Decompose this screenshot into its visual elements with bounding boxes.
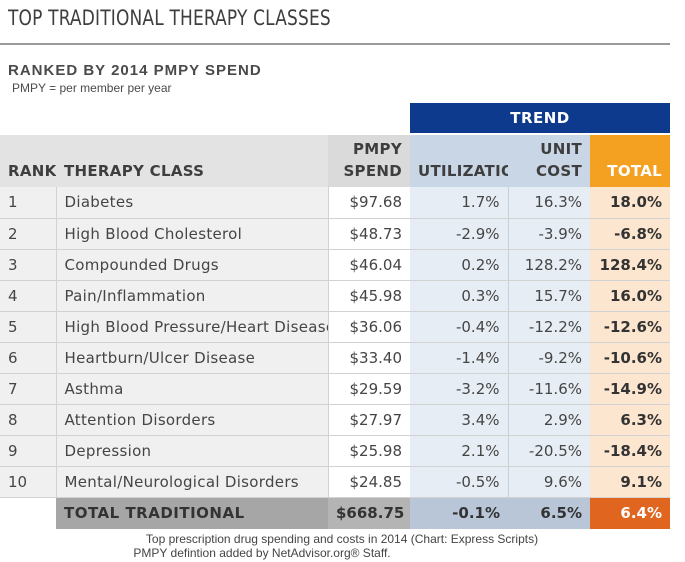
definition-credit: PMPY defintion added by NetAdvisor.org® … (133, 546, 391, 560)
spend-cell: $24.85 (328, 466, 410, 498)
therapy-class-cell: Attention Disorders (56, 404, 329, 436)
trend-label: TREND (510, 109, 570, 127)
unit-cost-cell: -9.2% (508, 342, 590, 374)
therapy-class-cell: Heartburn/Ulcer Disease (56, 342, 329, 374)
table-row: 4 Pain/Inflammation $45.98 0.3% 15.7% 16… (0, 280, 670, 312)
unit-cost-cell: -20.5% (508, 435, 590, 467)
utilization-cell: 0.3% (410, 280, 509, 312)
total-cell: -18.4% (590, 435, 670, 467)
utilization-cell: 2.1% (410, 435, 509, 467)
unit-cost-cell: 128.2% (508, 249, 590, 281)
unit-cost-cell: 15.7% (508, 280, 590, 312)
table-row: 1 Diabetes $97.68 1.7% 16.3% 18.0% (0, 187, 670, 219)
table-row: 10 Mental/Neurological Disorders $24.85 … (0, 466, 670, 498)
total-cell: -12.6% (590, 311, 670, 343)
total-unit-cost-cell: 6.5% (508, 497, 590, 529)
spend-cell: $27.97 (328, 404, 410, 436)
total-spend-cell: $668.75 (328, 497, 410, 529)
source-caption: Top prescription drug spending and costs… (145, 532, 539, 546)
rank-cell: 4 (0, 280, 57, 312)
utilization-cell: 0.2% (410, 249, 509, 281)
total-cell: 16.0% (590, 280, 670, 312)
table-subtitle: RANKED BY 2014 PMPY SPEND (8, 62, 262, 79)
spend-cell: $97.68 (328, 187, 410, 219)
therapy-class-cell: High Blood Pressure/Heart Disease (56, 311, 329, 343)
total-traditional-row: TOTAL TRADITIONAL $668.75 -0.1% 6.5% 6.4… (0, 497, 670, 529)
header-row: RANK THERAPY CLASS PMPY SPEND UTILIZATION… (0, 135, 670, 187)
utilization-cell: -3.2% (410, 373, 509, 405)
unit-cost-cell: -3.9% (508, 218, 590, 250)
rank-cell: 7 (0, 373, 57, 405)
table-row: 6 Heartburn/Ulcer Disease $33.40 -1.4% -… (0, 342, 670, 374)
table-row: 2 High Blood Cholesterol $48.73 -2.9% -3… (0, 218, 670, 250)
rank-cell: 1 (0, 187, 57, 219)
rank-cell: 6 (0, 342, 57, 374)
utilization-cell: -2.9% (410, 218, 509, 250)
spend-cell: $33.40 (328, 342, 410, 374)
therapy-class-cell: Compounded Drugs (56, 249, 329, 281)
title-divider (0, 43, 670, 45)
utilization-cell: -1.4% (410, 342, 509, 374)
rank-cell: 2 (0, 218, 57, 250)
rank-cell: 3 (0, 249, 57, 281)
column-header-pmpy-spend: PMPY SPEND (328, 135, 410, 187)
grand-total-cell: 6.4% (590, 497, 670, 529)
therapy-class-cell: Diabetes (56, 187, 329, 219)
column-header-unit-cost: UNIT COST (508, 135, 590, 187)
total-cell: 18.0% (590, 187, 670, 219)
spend-header-line2: SPEND (343, 162, 402, 180)
total-cell: 6.3% (590, 404, 670, 436)
unit-cost-header-line2: COST (536, 162, 582, 180)
table-row: 5 High Blood Pressure/Heart Disease $36.… (0, 311, 670, 343)
table-body: 1 Diabetes $97.68 1.7% 16.3% 18.0% 2 Hig… (0, 187, 670, 529)
therapy-class-cell: High Blood Cholesterol (56, 218, 329, 250)
total-row-label: TOTAL TRADITIONAL (56, 497, 328, 529)
unit-cost-cell: -11.6% (508, 373, 590, 405)
pmpy-note: PMPY = per member per year (12, 81, 172, 95)
unit-cost-cell: 9.6% (508, 466, 590, 498)
unit-cost-cell: 2.9% (508, 404, 590, 436)
rank-cell: 8 (0, 404, 57, 436)
table-row: 9 Depression $25.98 2.1% -20.5% -18.4% (0, 435, 670, 467)
therapy-class-cell: Asthma (56, 373, 329, 405)
total-cell: 9.1% (590, 466, 670, 498)
total-utilization-cell: -0.1% (410, 497, 508, 529)
therapy-class-cell: Pain/Inflammation (56, 280, 329, 312)
unit-cost-header-line1: UNIT (540, 140, 582, 158)
column-header-rank: RANK (0, 135, 56, 187)
spend-cell: $36.06 (328, 311, 410, 343)
rank-cell: 5 (0, 311, 57, 343)
table-row: 7 Asthma $29.59 -3.2% -11.6% -14.9% (0, 373, 670, 405)
therapy-class-cell: Mental/Neurological Disorders (56, 466, 329, 498)
spend-header-line1: PMPY (353, 140, 402, 158)
total-row-spacer (0, 497, 56, 529)
table-row: 3 Compounded Drugs $46.04 0.2% 128.2% 12… (0, 249, 670, 281)
column-header-total: TOTAL (590, 135, 670, 187)
spend-cell: $46.04 (328, 249, 410, 281)
utilization-cell: -0.5% (410, 466, 509, 498)
total-cell: -6.8% (590, 218, 670, 250)
table-row: 8 Attention Disorders $27.97 3.4% 2.9% 6… (0, 404, 670, 436)
spend-cell: $45.98 (328, 280, 410, 312)
page-title: TOP TRADITIONAL THERAPY CLASSES (8, 6, 331, 30)
therapy-table: RANK THERAPY CLASS PMPY SPEND UTILIZATION… (0, 135, 670, 529)
utilization-cell: -0.4% (410, 311, 509, 343)
total-cell: -14.9% (590, 373, 670, 405)
therapy-class-cell: Depression (56, 435, 329, 467)
spend-cell: $48.73 (328, 218, 410, 250)
unit-cost-cell: -12.2% (508, 311, 590, 343)
rank-cell: 10 (0, 466, 57, 498)
utilization-cell: 3.4% (410, 404, 509, 436)
column-header-therapy-class: THERAPY CLASS (56, 135, 328, 187)
column-header-utilization: UTILIZATION (410, 135, 508, 187)
trend-header: TREND (410, 103, 670, 133)
spend-cell: $29.59 (328, 373, 410, 405)
utilization-cell: 1.7% (410, 187, 509, 219)
total-cell: 128.4% (590, 249, 670, 281)
rank-cell: 9 (0, 435, 57, 467)
unit-cost-cell: 16.3% (508, 187, 590, 219)
spend-cell: $25.98 (328, 435, 410, 467)
total-cell: -10.6% (590, 342, 670, 374)
